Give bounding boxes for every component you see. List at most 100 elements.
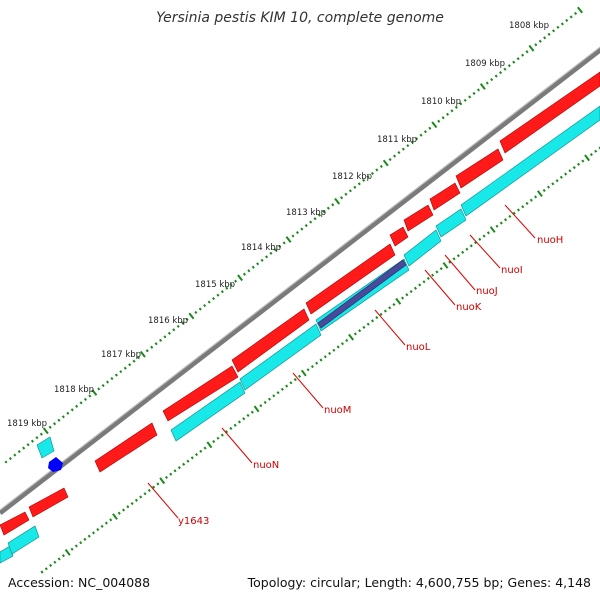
minor-tick bbox=[276, 391, 280, 395]
minor-tick bbox=[310, 365, 314, 369]
major-tick bbox=[537, 190, 543, 198]
blue-marker[interactable] bbox=[48, 457, 63, 472]
gene-red[interactable] bbox=[231, 308, 310, 373]
leader-nuoL bbox=[374, 309, 406, 346]
minor-tick bbox=[70, 408, 74, 412]
major-tick bbox=[479, 83, 486, 90]
minor-tick bbox=[375, 316, 379, 320]
gene-red[interactable] bbox=[429, 182, 461, 211]
gene-cyan[interactable] bbox=[7, 525, 40, 555]
major-tick bbox=[489, 226, 496, 233]
minor-tick bbox=[564, 172, 568, 176]
minor-tick bbox=[181, 321, 185, 325]
minor-tick bbox=[452, 257, 456, 261]
minor-tick bbox=[70, 547, 74, 551]
minor-tick bbox=[260, 258, 264, 262]
minor-tick bbox=[543, 36, 547, 40]
minor-tick bbox=[225, 430, 229, 434]
gene-cyan[interactable] bbox=[36, 436, 55, 459]
minor-tick bbox=[547, 32, 551, 36]
kbp-label-1812: 1812 kbp bbox=[332, 172, 372, 182]
leader-nuoN bbox=[221, 427, 253, 464]
feature-dark-blue[interactable] bbox=[317, 259, 407, 329]
minor-tick bbox=[366, 175, 370, 179]
minor-tick bbox=[383, 309, 387, 313]
minor-tick bbox=[13, 453, 17, 457]
gene-red[interactable] bbox=[162, 365, 239, 422]
minor-tick bbox=[534, 195, 538, 199]
major-tick bbox=[348, 333, 354, 341]
minor-tick bbox=[300, 227, 304, 231]
kbp-label-1819: 1819 kbp bbox=[7, 419, 47, 429]
gene-label-nuoI[interactable]: nuoI bbox=[501, 265, 523, 276]
minor-tick bbox=[366, 322, 370, 326]
leader-y1643 bbox=[147, 482, 179, 519]
minor-tick bbox=[114, 373, 118, 377]
gene-label-y1643[interactable]: y1643 bbox=[178, 516, 209, 527]
minor-tick bbox=[574, 11, 578, 16]
minor-tick bbox=[234, 279, 238, 283]
minor-tick bbox=[216, 293, 220, 297]
gene-red[interactable] bbox=[389, 226, 409, 247]
gene-red[interactable] bbox=[0, 511, 30, 536]
minor-tick bbox=[199, 449, 203, 453]
minor-tick bbox=[122, 508, 126, 512]
genome-backbone bbox=[0, 46, 600, 515]
minor-tick bbox=[504, 218, 508, 222]
minor-tick bbox=[190, 456, 194, 460]
gene-label-nuoH[interactable]: nuoH bbox=[537, 235, 563, 246]
gene-cyan[interactable] bbox=[460, 105, 600, 217]
minor-tick bbox=[216, 436, 220, 440]
gene-red[interactable] bbox=[28, 487, 69, 518]
minor-tick bbox=[194, 453, 199, 457]
minor-tick bbox=[581, 159, 585, 163]
minor-tick bbox=[322, 210, 326, 214]
minor-tick bbox=[306, 368, 310, 372]
minor-tick bbox=[61, 554, 65, 558]
minor-tick bbox=[454, 105, 458, 109]
minor-tick bbox=[525, 50, 529, 54]
leader-nuoH bbox=[504, 204, 536, 239]
gene-cyan[interactable] bbox=[170, 381, 246, 442]
minor-tick bbox=[61, 415, 65, 419]
kbp-label-1814: 1814 kbp bbox=[241, 243, 281, 253]
gene-label-nuoM[interactable]: nuoM bbox=[324, 405, 351, 416]
gene-cyan[interactable] bbox=[435, 208, 467, 238]
minor-tick bbox=[212, 296, 216, 301]
gene-label-nuoJ[interactable]: nuoJ bbox=[476, 286, 498, 297]
minor-tick bbox=[242, 417, 246, 421]
major-tick bbox=[139, 350, 146, 358]
minor-tick bbox=[225, 286, 229, 290]
minor-tick bbox=[57, 418, 61, 422]
gene-label-nuoN[interactable]: nuoN bbox=[253, 460, 279, 471]
minor-tick bbox=[331, 203, 335, 207]
minor-tick bbox=[428, 126, 432, 130]
gene-label-nuoL[interactable]: nuoL bbox=[406, 342, 431, 353]
gene-red[interactable] bbox=[499, 71, 600, 154]
gene-cyan[interactable] bbox=[239, 323, 322, 391]
minor-tick bbox=[117, 511, 121, 515]
minor-tick bbox=[426, 276, 430, 280]
gene-red[interactable] bbox=[94, 422, 158, 473]
minor-tick bbox=[370, 171, 374, 176]
minor-tick bbox=[83, 537, 87, 541]
minor-tick bbox=[560, 22, 564, 26]
accession-text: Accession: NC_004088 bbox=[8, 575, 151, 590]
minor-tick bbox=[370, 319, 375, 323]
gene-red[interactable] bbox=[305, 243, 396, 315]
minor-tick bbox=[269, 251, 273, 255]
major-tick bbox=[64, 548, 71, 556]
minor-tick bbox=[233, 423, 237, 427]
minor-tick bbox=[53, 560, 57, 564]
major-tick bbox=[253, 405, 260, 413]
gene-cyan[interactable] bbox=[403, 229, 442, 267]
minor-tick bbox=[328, 351, 332, 355]
gene-cyan[interactable] bbox=[0, 545, 14, 564]
gene-red[interactable] bbox=[403, 204, 434, 232]
minor-tick bbox=[315, 361, 319, 365]
minor-tick bbox=[154, 342, 158, 346]
major-tick bbox=[206, 441, 213, 449]
gene-red[interactable] bbox=[455, 148, 504, 189]
minor-tick bbox=[289, 381, 293, 385]
gene-label-nuoK[interactable]: nuoK bbox=[456, 302, 482, 313]
